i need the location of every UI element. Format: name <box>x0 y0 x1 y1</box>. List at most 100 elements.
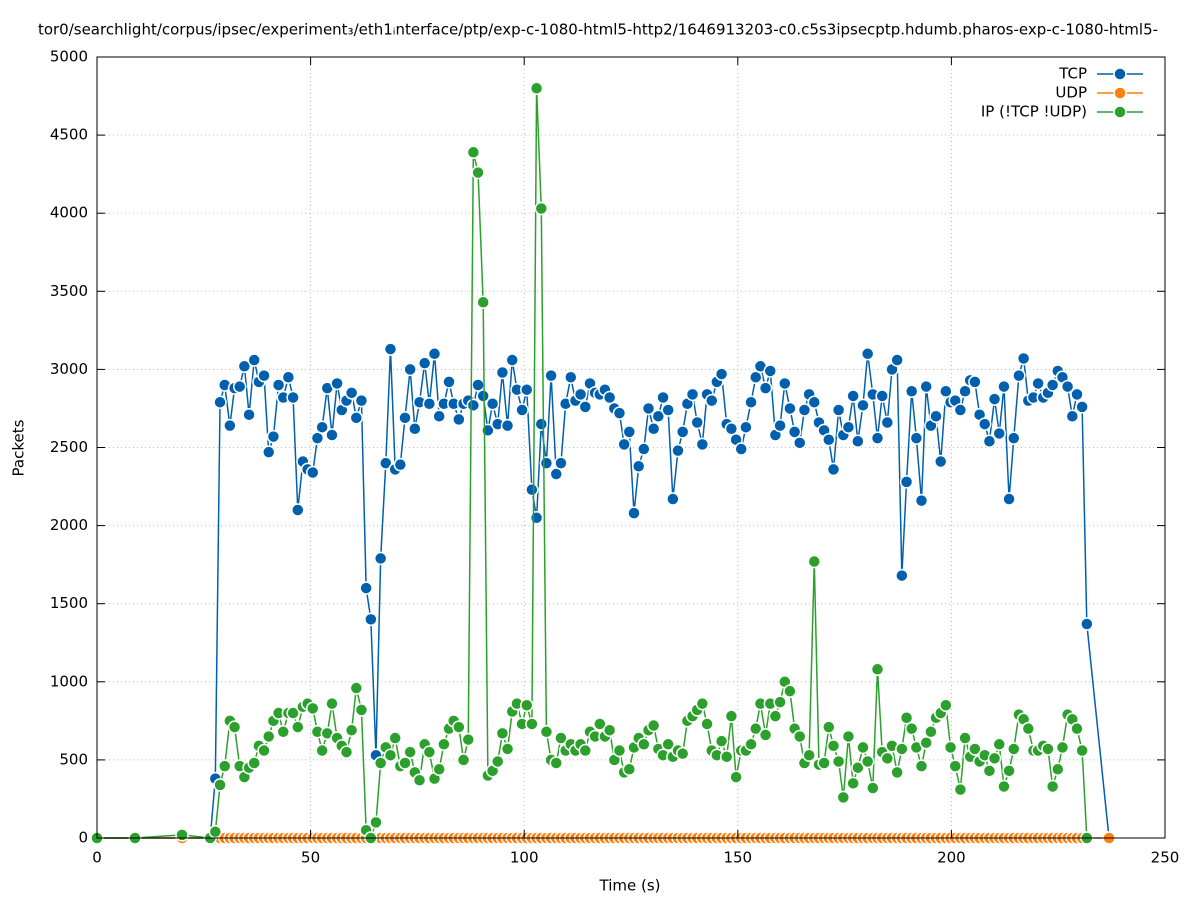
data-point <box>729 770 743 784</box>
data-point <box>554 731 568 745</box>
data-point <box>846 389 860 403</box>
legend-marker <box>1113 86 1127 100</box>
data-point <box>866 781 880 795</box>
data-point <box>914 493 929 508</box>
data-point <box>641 401 656 416</box>
data-point <box>1012 368 1026 383</box>
data-point <box>899 710 914 725</box>
data-point <box>383 748 398 762</box>
data-point <box>982 434 997 449</box>
data-point <box>734 442 748 456</box>
data-point <box>1075 743 1089 758</box>
data-point <box>919 735 933 750</box>
data-point <box>807 554 822 569</box>
data-point <box>422 397 437 411</box>
data-point <box>666 492 680 506</box>
data-point <box>875 389 889 403</box>
data-point <box>997 779 1011 794</box>
data-point <box>1070 721 1084 736</box>
data-point <box>685 387 700 402</box>
data-point <box>968 375 982 389</box>
data-point <box>359 581 373 595</box>
data-point <box>1002 492 1016 506</box>
data-point <box>958 731 972 745</box>
x-tick-label: 150 <box>723 849 752 867</box>
data-point <box>286 390 300 405</box>
data-point <box>783 684 797 698</box>
data-point <box>354 393 369 408</box>
data-point <box>904 384 919 399</box>
data-point <box>271 378 286 392</box>
data-point <box>422 745 437 759</box>
data-point <box>822 432 836 447</box>
data-point <box>953 403 968 417</box>
data-point <box>578 743 593 758</box>
data-point <box>880 415 895 430</box>
data-point <box>661 737 675 752</box>
data-point <box>398 411 412 425</box>
data-point <box>315 420 329 434</box>
x-tick-label: 100 <box>510 849 539 867</box>
data-point <box>646 718 661 733</box>
data-point <box>1016 351 1031 366</box>
y-tick-label: 1000 <box>50 672 88 690</box>
data-point <box>768 709 783 723</box>
data-point <box>437 737 451 752</box>
data-point <box>695 696 710 711</box>
data-point <box>831 754 846 769</box>
legend-label: UDP <box>1055 84 1087 102</box>
data-point <box>1041 742 1055 756</box>
data-point <box>529 511 544 525</box>
data-point <box>452 412 466 427</box>
legend-label: TCP <box>1058 65 1087 83</box>
data-point <box>442 375 456 389</box>
data-point <box>675 746 690 761</box>
data-point <box>398 756 412 770</box>
data-point <box>325 696 339 711</box>
data-point <box>257 743 271 758</box>
data-point <box>281 370 296 384</box>
data-point <box>895 742 909 756</box>
data-point <box>851 760 865 775</box>
data-point <box>1031 376 1045 391</box>
data-point <box>432 409 446 424</box>
data-point <box>175 828 189 842</box>
data-point <box>534 201 549 216</box>
data-point <box>748 370 763 384</box>
data-point <box>1021 721 1036 736</box>
y-tick-label: 3000 <box>50 360 88 378</box>
chart-title: tor0/searchlight/corpus/ipsec/experiment… <box>38 21 1158 39</box>
data-point <box>291 503 305 517</box>
data-point <box>714 367 729 381</box>
data-point <box>330 376 344 391</box>
data-point <box>213 395 227 409</box>
x-tick-label: 0 <box>92 849 102 867</box>
data-point <box>383 342 398 356</box>
data-point <box>466 398 481 413</box>
data-point <box>354 703 369 717</box>
data-point <box>602 723 617 737</box>
data-point <box>807 395 822 409</box>
data-point <box>223 418 237 433</box>
data-point <box>802 748 816 762</box>
data-point <box>388 731 402 745</box>
data-point <box>286 706 300 720</box>
data-point <box>495 726 510 741</box>
y-tick-label: 500 <box>59 750 88 768</box>
data-point <box>880 751 895 766</box>
data-point <box>364 612 378 627</box>
x-axis-label: Time (s) <box>599 877 661 895</box>
data-point <box>822 720 836 734</box>
y-tick-label: 5000 <box>50 48 88 66</box>
data-point <box>758 728 773 742</box>
y-tick-label: 3500 <box>50 282 88 300</box>
data-point <box>471 378 485 392</box>
data-point <box>500 742 515 756</box>
data-point <box>890 765 904 780</box>
data-point <box>1075 400 1089 414</box>
data-point <box>744 737 758 752</box>
data-point <box>929 409 943 424</box>
data-point <box>466 145 481 160</box>
data-point <box>305 701 320 716</box>
data-point <box>631 459 646 473</box>
